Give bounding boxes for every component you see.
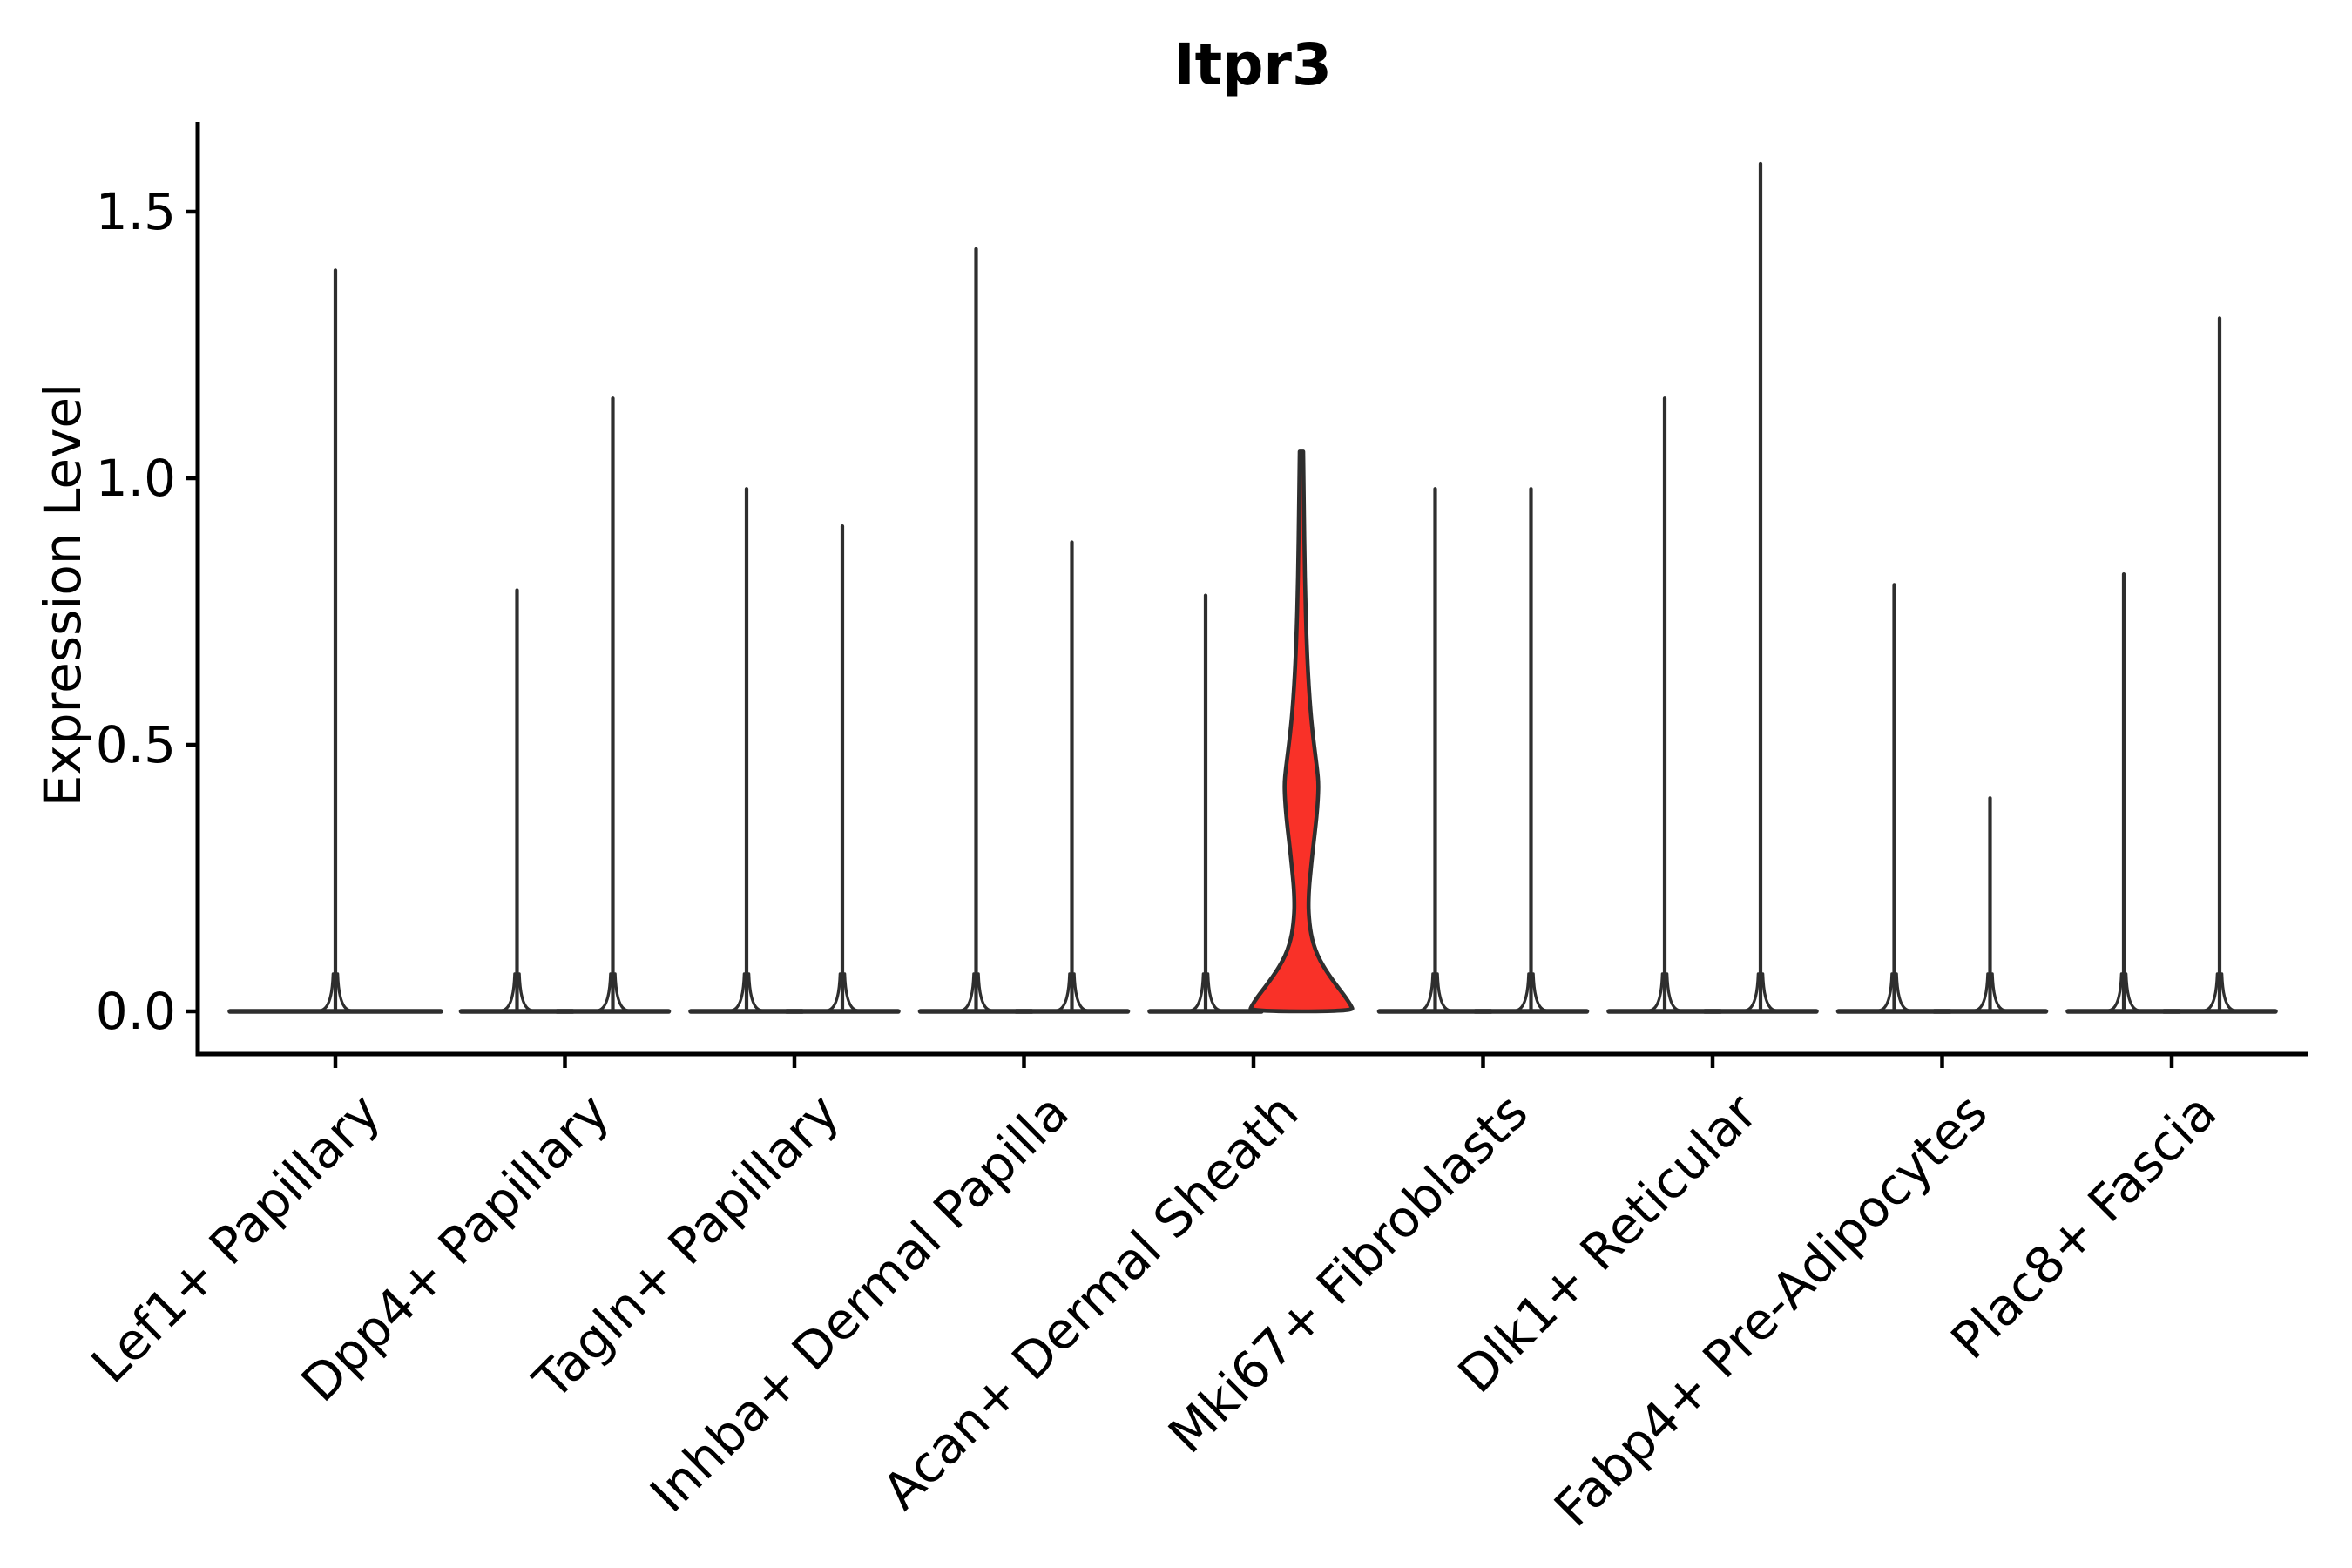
- violin-flare: [1514, 972, 1531, 1012]
- violin-flare: [1895, 972, 1911, 1012]
- violin-flare: [500, 972, 517, 1012]
- violin-flare: [335, 972, 352, 1012]
- violin-flare: [1189, 972, 1206, 1012]
- violin-flare: [959, 972, 976, 1012]
- violin-flare: [1665, 972, 1681, 1012]
- violin-flare: [1072, 972, 1089, 1012]
- y-tick-label: 0.5: [95, 715, 176, 774]
- violin-flare: [747, 972, 763, 1012]
- violin-flare: [596, 972, 612, 1012]
- violin-flare: [826, 972, 842, 1012]
- violin-flare: [1531, 972, 1548, 1012]
- violin-flare: [977, 972, 993, 1012]
- violin-flare: [1744, 972, 1761, 1012]
- violin-flare: [1418, 972, 1435, 1012]
- violin-flare: [842, 972, 859, 1012]
- violin-flare: [2107, 972, 2124, 1012]
- y-tick-label: 1.0: [95, 449, 176, 508]
- violin-flare: [1436, 972, 1452, 1012]
- violin-flare: [2220, 972, 2236, 1012]
- violin-flare: [2203, 972, 2220, 1012]
- y-tick-label: 0.0: [95, 982, 176, 1041]
- y-tick-label: 1.5: [95, 182, 176, 241]
- violin-flare: [730, 972, 747, 1012]
- violin-flare: [2124, 972, 2140, 1012]
- violin-flare: [1973, 972, 1990, 1012]
- highlight-violin-body: [1248, 449, 1355, 1014]
- violin-flare: [1877, 972, 1894, 1012]
- violin-flare: [1990, 972, 2007, 1012]
- violin-flare: [1648, 972, 1665, 1012]
- violin-flare: [517, 972, 534, 1012]
- plot-title: Itpr3: [1173, 31, 1332, 98]
- violin-flare: [1055, 972, 1071, 1012]
- violin-flare: [613, 972, 630, 1012]
- violin-flare: [1206, 972, 1222, 1012]
- violin-flare: [1761, 972, 1777, 1012]
- violin-flare: [319, 972, 335, 1012]
